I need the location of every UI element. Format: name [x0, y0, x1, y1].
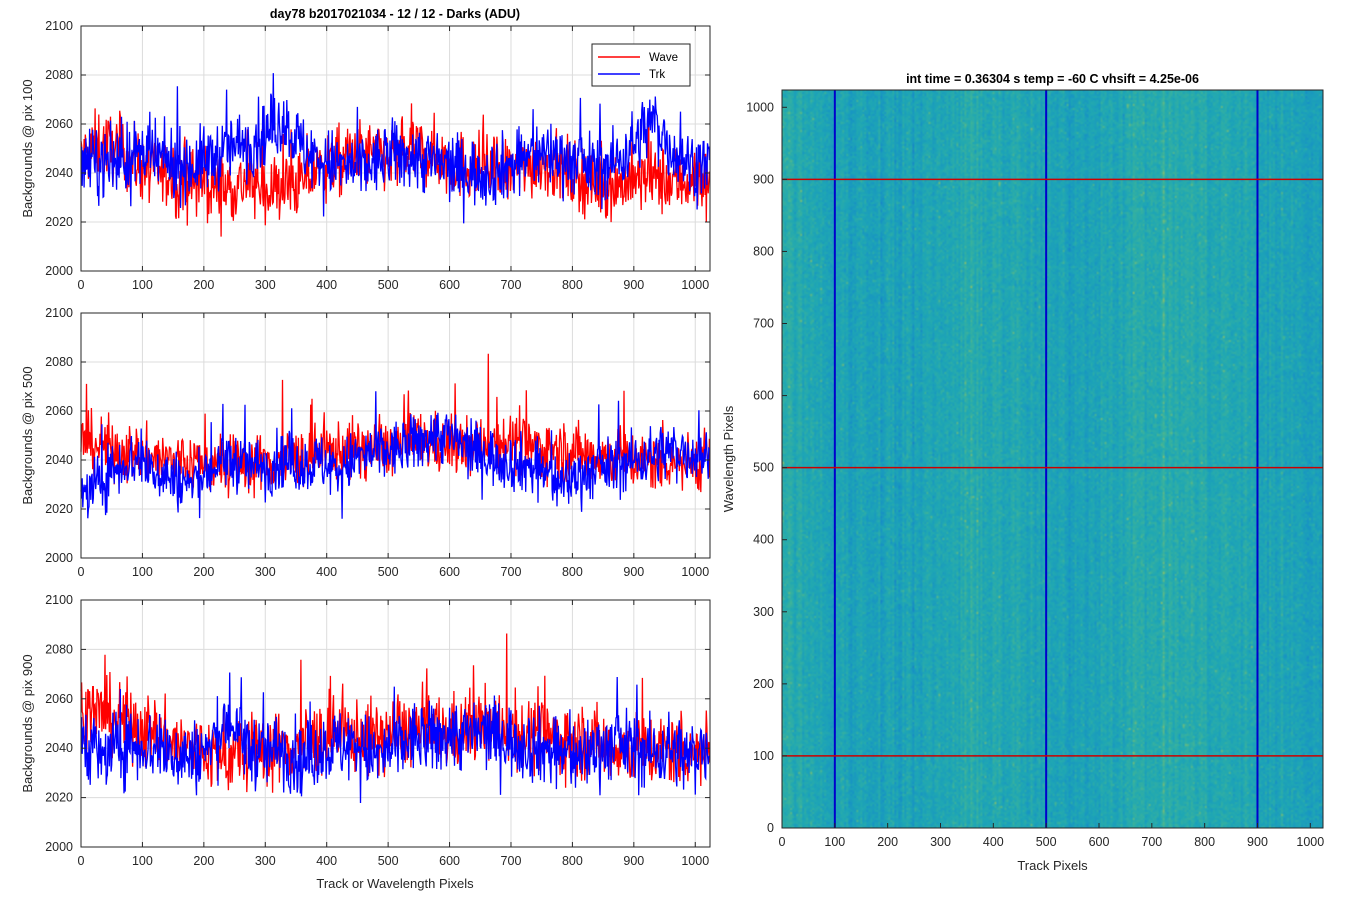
legend-box	[591, 43, 691, 87]
x-tick-label: 100	[132, 278, 153, 292]
x-tick-label: 900	[623, 565, 644, 579]
x-tick-label: 300	[255, 278, 276, 292]
y-tick-label: 2040	[45, 166, 73, 180]
heatmap-frame	[781, 89, 1324, 829]
y-tick-label: 2040	[45, 453, 73, 467]
x-tick-label: 1000	[681, 565, 709, 579]
y-tick-label: 2080	[45, 68, 73, 82]
x-tick-label: 200	[877, 835, 898, 849]
x-tick-label: 400	[316, 565, 337, 579]
x-tick-label: 600	[439, 278, 460, 292]
y-axis-label: Backgrounds @ pix 100	[20, 79, 35, 217]
axes-frame	[80, 312, 711, 559]
y-tick-label: 2100	[45, 593, 73, 607]
x-tick-label: 1000	[681, 854, 709, 868]
x-tick-label: 200	[193, 565, 214, 579]
legend-label-trk: Trk	[649, 69, 665, 81]
x-tick-label: 400	[983, 835, 1004, 849]
x-tick-label: 800	[562, 854, 583, 868]
line-chart-pix-500: 0 100 200 300 400 500 600 700 800 900 1000 2000 2020…	[20, 306, 711, 579]
x-tick-label: 800	[562, 278, 583, 292]
y-axis-label: Backgrounds @ pix 900	[20, 654, 35, 792]
y-tick-label: 800	[753, 244, 774, 258]
x-tick-label: 1000	[681, 278, 709, 292]
y-tick-label: 200	[753, 677, 774, 691]
y-tick-label: 600	[753, 389, 774, 403]
y-tick-label: 2060	[45, 117, 73, 131]
y-tick-label: 2060	[45, 404, 73, 418]
y-tick-label: 2040	[45, 741, 73, 755]
x-tick-label: 700	[501, 278, 522, 292]
y-tick-label: 1000	[746, 100, 774, 114]
x-tick-label: 500	[378, 854, 399, 868]
y-tick-label: 700	[753, 317, 774, 331]
x-tick-label: 900	[623, 854, 644, 868]
x-tick-label: 100	[132, 854, 153, 868]
y-tick-label: 2000	[45, 840, 73, 854]
y-tick-label: 2080	[45, 355, 73, 369]
y-tick-label: 300	[753, 605, 774, 619]
figure-title: day78 b2017021034 - 12 / 12 - Darks (ADU…	[270, 7, 520, 21]
x-tick-label: 500	[1036, 835, 1057, 849]
y-tick-label: 2100	[45, 19, 73, 33]
x-tick-label: 300	[255, 854, 276, 868]
y-tick-label: 2000	[45, 551, 73, 565]
x-tick-label: 700	[501, 565, 522, 579]
y-tick-label: 2020	[45, 502, 73, 516]
heatmap-x-axis-label: Track Pixels	[1017, 858, 1088, 873]
y-tick-label: 400	[753, 533, 774, 547]
x-tick-label: 200	[193, 854, 214, 868]
x-tick-label: 0	[78, 565, 85, 579]
x-tick-label: 300	[930, 835, 951, 849]
x-tick-label: 900	[623, 278, 644, 292]
line-chart-pix-900: 0 100 200 300 400 500 600 700 800 900 1000 2000 2020…	[20, 593, 711, 868]
x-tick-label: 100	[824, 835, 845, 849]
x-tick-label: 800	[1194, 835, 1215, 849]
y-tick-label: 2100	[45, 306, 73, 320]
y-axis-label: Backgrounds @ pix 500	[20, 366, 35, 504]
legend-label-wave: Wave	[649, 52, 678, 64]
x-tick-label: 600	[1089, 835, 1110, 849]
x-tick-label: 0	[78, 278, 85, 292]
x-tick-label: 300	[255, 565, 276, 579]
x-tick-label: 900	[1247, 835, 1268, 849]
x-tick-label: 800	[562, 565, 583, 579]
heatmap-chart: int time = 0.36304 s temp = -60 C vhsift…	[721, 72, 1324, 873]
line-chart-pix-100: 0 100 200 300 400 500 600 700 800 900 1000 2000 2020…	[20, 19, 711, 292]
series-line-trk	[80, 672, 710, 804]
x-tick-label: 700	[1141, 835, 1162, 849]
y-tick-label: 500	[753, 461, 774, 475]
axes-frame	[80, 25, 711, 272]
left-x-axis-label: Track or Wavelength Pixels	[316, 876, 474, 891]
heatmap-image	[782, 90, 1323, 828]
x-tick-label: 700	[501, 854, 522, 868]
x-tick-label: 400	[316, 854, 337, 868]
series-line-trk	[80, 73, 711, 224]
x-tick-label: 0	[78, 854, 85, 868]
y-tick-label: 100	[753, 749, 774, 763]
y-tick-label: 900	[753, 172, 774, 186]
series-line-trk	[80, 391, 710, 519]
x-tick-label: 500	[378, 565, 399, 579]
heatmap-y-axis-label: Wavelength Pixels	[721, 405, 736, 512]
x-tick-label: 200	[193, 278, 214, 292]
x-tick-label: 1000	[1296, 835, 1324, 849]
y-tick-label: 2020	[45, 791, 73, 805]
x-tick-label: 600	[439, 854, 460, 868]
y-tick-label: 2060	[45, 692, 73, 706]
y-tick-label: 0	[767, 821, 774, 835]
y-tick-label: 2020	[45, 215, 73, 229]
x-tick-label: 100	[132, 565, 153, 579]
x-tick-label: 0	[779, 835, 786, 849]
x-tick-label: 400	[316, 278, 337, 292]
x-tick-label: 600	[439, 565, 460, 579]
y-tick-label: 2080	[45, 642, 73, 656]
heatmap-title: int time = 0.36304 s temp = -60 C vhsift…	[906, 72, 1199, 86]
y-tick-label: 2000	[45, 264, 73, 278]
x-tick-label: 500	[378, 278, 399, 292]
axes-frame	[80, 599, 711, 848]
